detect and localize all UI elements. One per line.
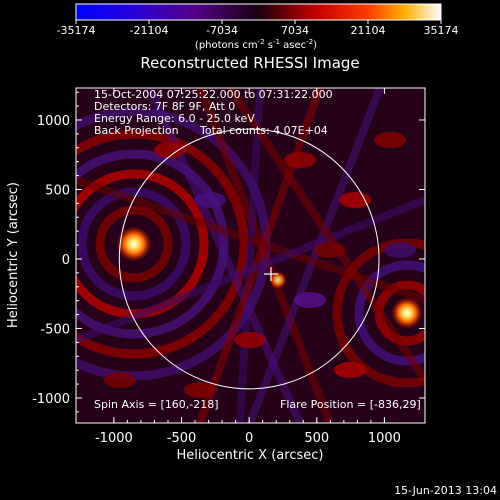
y-tick-label: -1000 (32, 392, 70, 407)
image-blob (284, 152, 316, 168)
image-blob (104, 372, 136, 388)
annotation-time-range: 15-Oct-2004 07:25:22.000 to 07:31:22.000 (94, 88, 333, 101)
y-tick-label: -500 (40, 322, 70, 337)
image-streak (226, 88, 425, 383)
colorbar-tick-label: 35174 (424, 24, 459, 37)
y-tick-label: 1000 (37, 114, 70, 129)
image-ring (77, 187, 191, 301)
image-blob (294, 292, 326, 308)
annotation-detectors: Detectors: 7F 8F 9F, Att 0 (94, 100, 235, 113)
image-streak (236, 88, 264, 423)
image-pattern (76, 88, 425, 423)
y-tick-label: 0 (62, 253, 70, 268)
reconstructed-image (76, 88, 425, 423)
flare-source-center (269, 271, 287, 289)
colorbar-tick-label: 21104 (351, 24, 386, 37)
annotation-spin-axis: Spin Axis = [160,-218] (94, 398, 219, 411)
image-streak (196, 88, 334, 423)
image-ring (76, 129, 249, 359)
colorbar-tick-label: -35174 (57, 24, 96, 37)
plot-title: Reconstructed RHESSI Image (140, 54, 359, 72)
image-blob (154, 142, 186, 158)
image-blob (234, 332, 266, 348)
y-tick-label: 500 (45, 183, 70, 198)
image-blob (184, 382, 216, 398)
annotations: 15-Oct-2004 07:25:22.000 to 07:31:22.000… (94, 88, 421, 411)
image-streak (76, 196, 425, 344)
image-blob (194, 192, 226, 208)
footer-timestamp: 15-Jun-2013 13:04 (394, 484, 497, 497)
colorbar-tick-label: 7034 (281, 24, 309, 37)
colorbar-gradient (75, 3, 442, 21)
colorbar-tick-label: -7034 (206, 24, 238, 37)
x-tick-label: 0 (245, 431, 253, 446)
annotation-flare-position: Flare Position = [-836,29] (280, 398, 421, 411)
colorbar: -35174 -21104 -7034 7034 21104 35174 (photons… (57, 3, 459, 51)
x-tick-label: -1000 (95, 431, 133, 446)
spin-axis-crosshair (264, 267, 278, 281)
colorbar-ticks: -35174 -21104 -7034 7034 21104 35174 (57, 20, 459, 37)
image-blob (374, 132, 406, 148)
image-ring (95, 205, 173, 283)
image-streak (196, 88, 324, 423)
image-blob (334, 362, 366, 378)
x-axis: -1000 -500 0 500 1000 (95, 88, 401, 446)
x-tick-label: 1000 (368, 431, 401, 446)
image-blob (314, 242, 346, 258)
annotation-energy: Energy Range: 6.0 - 25.0 keV (94, 112, 255, 125)
flare-source-main (116, 226, 152, 262)
image-streak (76, 176, 425, 304)
flare-source-east (391, 297, 423, 329)
annotation-total-counts: Total counts: 4.07E+04 (199, 124, 328, 137)
x-tick-label: 500 (304, 431, 329, 446)
solar-limb-circle (118, 128, 380, 390)
colorbar-units: (photons cm-2 s-1 asec-2) (195, 38, 317, 51)
y-axis-label: Heliocentric Y (arcsec) (6, 182, 21, 328)
plot-frame (75, 87, 426, 424)
annotation-method: Back Projection (94, 124, 179, 137)
image-blob (384, 242, 416, 258)
image-streak (246, 88, 384, 423)
x-axis-label: Heliocentric X (arcsec) (177, 448, 324, 463)
y-axis: 1000 500 0 -500 -1000 (32, 91, 425, 413)
colorbar-tick-label: -21104 (130, 24, 169, 37)
image-ring (354, 260, 425, 366)
x-tick-label: -500 (167, 431, 197, 446)
image-blob (339, 192, 371, 208)
